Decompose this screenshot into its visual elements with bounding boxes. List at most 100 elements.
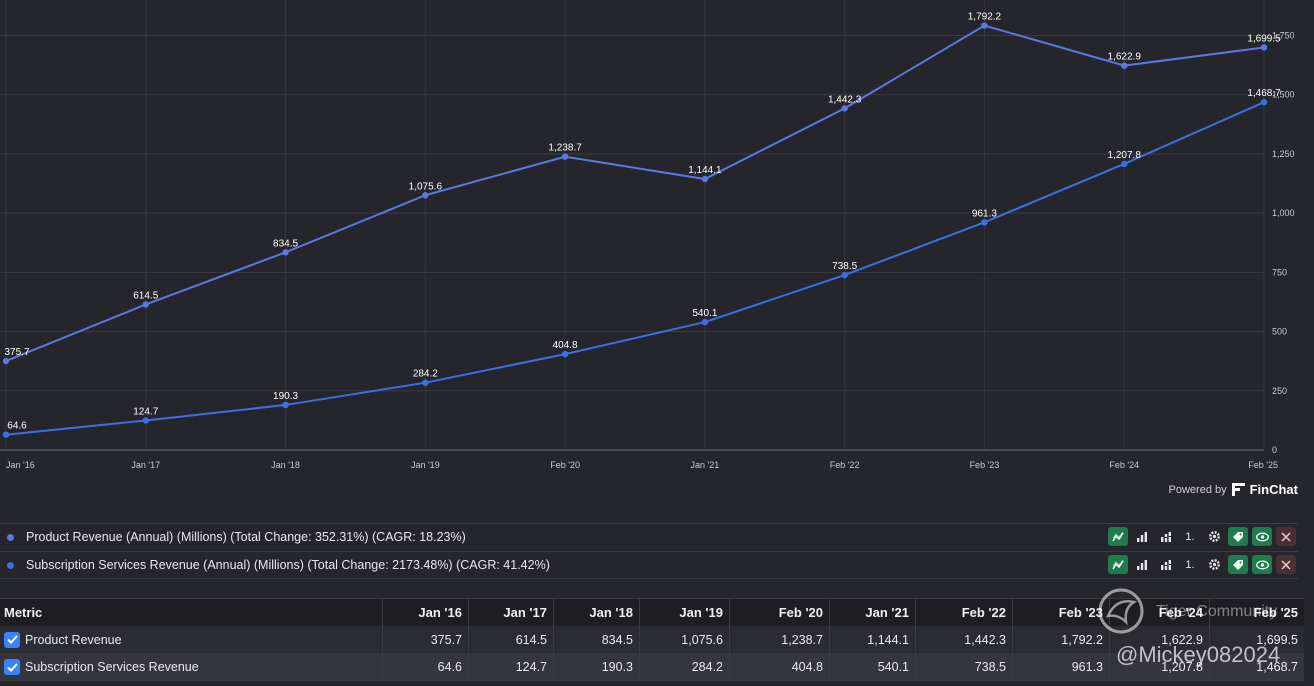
x-tick-label: Feb '22 <box>830 460 860 470</box>
value-cell: 1,622.9 <box>1110 626 1210 653</box>
value-cell: 1,442.3 <box>916 626 1013 653</box>
data-label: 1,468.7 <box>1247 88 1281 99</box>
sort-arrow-icon[interactable]: 1. <box>1180 527 1200 546</box>
y-tick-label: 500 <box>1272 327 1287 337</box>
series-label: Subscription Services Revenue (Annual) (… <box>26 558 550 572</box>
eye-icon[interactable] <box>1252 555 1272 574</box>
tag-icon[interactable] <box>1228 555 1248 574</box>
value-cell: 1,468.7 <box>1256 660 1298 674</box>
tag-icon[interactable] <box>1228 527 1248 546</box>
x-tick-label: Feb '24 <box>1109 460 1139 470</box>
value-cell: 1,207.8 <box>1110 653 1210 681</box>
line-chart-icon[interactable] <box>1108 527 1128 546</box>
header-metric[interactable]: Metric <box>0 599 383 626</box>
bar-chart-icon[interactable] <box>1132 555 1152 574</box>
series-label: Product Revenue (Annual) (Millions) (Tot… <box>26 530 466 544</box>
watermark-handle: @Mickey082024 <box>1116 642 1281 667</box>
header-period[interactable]: Jan '21 <box>830 599 916 626</box>
checkbox[interactable] <box>4 659 20 675</box>
data-label: 190.3 <box>273 391 298 402</box>
data-point <box>561 153 569 160</box>
series-toolbar: 1. <box>1108 555 1296 574</box>
legend-row-product-revenue[interactable]: Product Revenue (Annual) (Millions) (Tot… <box>0 523 1298 550</box>
bar-chart-icon[interactable] <box>1132 527 1152 546</box>
x-tick-label: Feb '25 <box>1248 460 1278 470</box>
data-point <box>1260 98 1268 106</box>
finchat-logo-icon <box>1231 483 1245 496</box>
table-header-row: Metric Jan '16 Jan '17 Jan '18 Jan '19 F… <box>0 598 1304 626</box>
gear-icon[interactable] <box>1204 555 1224 574</box>
series-line <box>5 101 1265 436</box>
header-period[interactable]: Feb '25 <box>1253 605 1298 620</box>
checkbox[interactable] <box>4 631 20 648</box>
data-point <box>981 22 988 29</box>
data-label: 1,699.5 <box>1247 33 1281 44</box>
header-period[interactable]: Jan '19 <box>640 599 730 626</box>
data-label: 1,792.2 <box>968 12 1002 23</box>
metric-label: Product Revenue <box>25 632 122 647</box>
stacked-bar-icon[interactable] <box>1156 527 1176 546</box>
value-cell: 834.5 <box>554 626 640 653</box>
data-label: 1,442.3 <box>828 94 862 105</box>
data-label: 1,622.9 <box>1108 52 1142 63</box>
data-point <box>2 357 10 365</box>
value-cell: 284.2 <box>640 653 730 681</box>
data-label: 404.8 <box>553 340 578 351</box>
data-label: 1,207.8 <box>1108 150 1142 161</box>
powered-by[interactable]: Powered by FinChat <box>1169 482 1298 497</box>
data-point <box>1260 44 1268 51</box>
value-cell: 375.7 <box>383 626 469 653</box>
eye-icon[interactable] <box>1252 527 1272 546</box>
data-label: 834.5 <box>273 238 298 249</box>
data-point <box>422 192 429 199</box>
data-label: 1,144.1 <box>688 165 722 176</box>
header-period[interactable]: Jan '18 <box>554 599 640 626</box>
value-cell: 1,792.2 <box>1013 626 1110 653</box>
x-tick-label: Jan '16 <box>6 460 35 470</box>
data-label: 375.7 <box>4 347 29 358</box>
data-point <box>2 431 10 438</box>
x-tick-label: Feb '20 <box>550 460 580 470</box>
value-cell: 1,238.7 <box>730 626 830 653</box>
stacked-bar-icon[interactable] <box>1156 555 1176 574</box>
y-tick-label: 750 <box>1272 267 1287 277</box>
table-row: Subscription Services Revenue 64.6 124.7… <box>0 653 1304 681</box>
data-point <box>282 249 289 256</box>
table-row: Product Revenue 375.7 614.5 834.5 1,075.… <box>0 626 1304 653</box>
x-tick-label: Jan '19 <box>411 460 440 470</box>
value-cell: 961.3 <box>1013 653 1110 681</box>
metric-label: Subscription Services Revenue <box>25 660 199 674</box>
header-period[interactable]: Feb '24 <box>1110 599 1210 626</box>
value-cell: 404.8 <box>730 653 830 681</box>
value-cell: 124.7 <box>469 653 554 681</box>
y-tick-label: 250 <box>1272 386 1287 396</box>
data-point <box>1121 62 1128 69</box>
close-icon[interactable] <box>1276 555 1296 574</box>
header-period[interactable]: Feb '22 <box>916 599 1013 626</box>
sort-arrow-icon[interactable]: 1. <box>1180 555 1200 574</box>
y-tick-label: 1,000 <box>1272 208 1295 218</box>
value-cell: 738.5 <box>916 653 1013 681</box>
gear-icon[interactable] <box>1204 527 1224 546</box>
value-cell: 1,699.5 <box>1256 632 1298 647</box>
value-cell: 64.6 <box>383 653 469 681</box>
close-icon[interactable] <box>1276 527 1296 546</box>
x-tick-label: Feb '23 <box>970 460 1000 470</box>
sort-arrow-text: 1. <box>1185 558 1195 571</box>
header-period[interactable]: Feb '20 <box>730 599 830 626</box>
line-chart-icon[interactable] <box>1108 555 1128 574</box>
x-tick-label: Jan '21 <box>691 460 720 470</box>
legend-row-subscription-revenue[interactable]: Subscription Services Revenue (Annual) (… <box>0 551 1298 579</box>
sort-arrow-text: 1. <box>1185 530 1195 543</box>
line-chart: 0 250 500 750 1,000 1,250 1,500 1,750 Jan '16 Jan… <box>0 0 1295 470</box>
data-label: 961.3 <box>972 208 997 219</box>
header-period[interactable]: Jan '17 <box>469 599 554 626</box>
header-period[interactable]: Jan '16 <box>383 599 469 626</box>
data-point <box>1121 160 1128 168</box>
series-dot <box>7 561 14 569</box>
watermark-community: Tiger Community <box>1156 603 1278 620</box>
data-point <box>841 271 848 279</box>
value-cell: 614.5 <box>469 626 554 653</box>
data-label: 124.7 <box>133 406 158 417</box>
data-point <box>561 350 569 358</box>
